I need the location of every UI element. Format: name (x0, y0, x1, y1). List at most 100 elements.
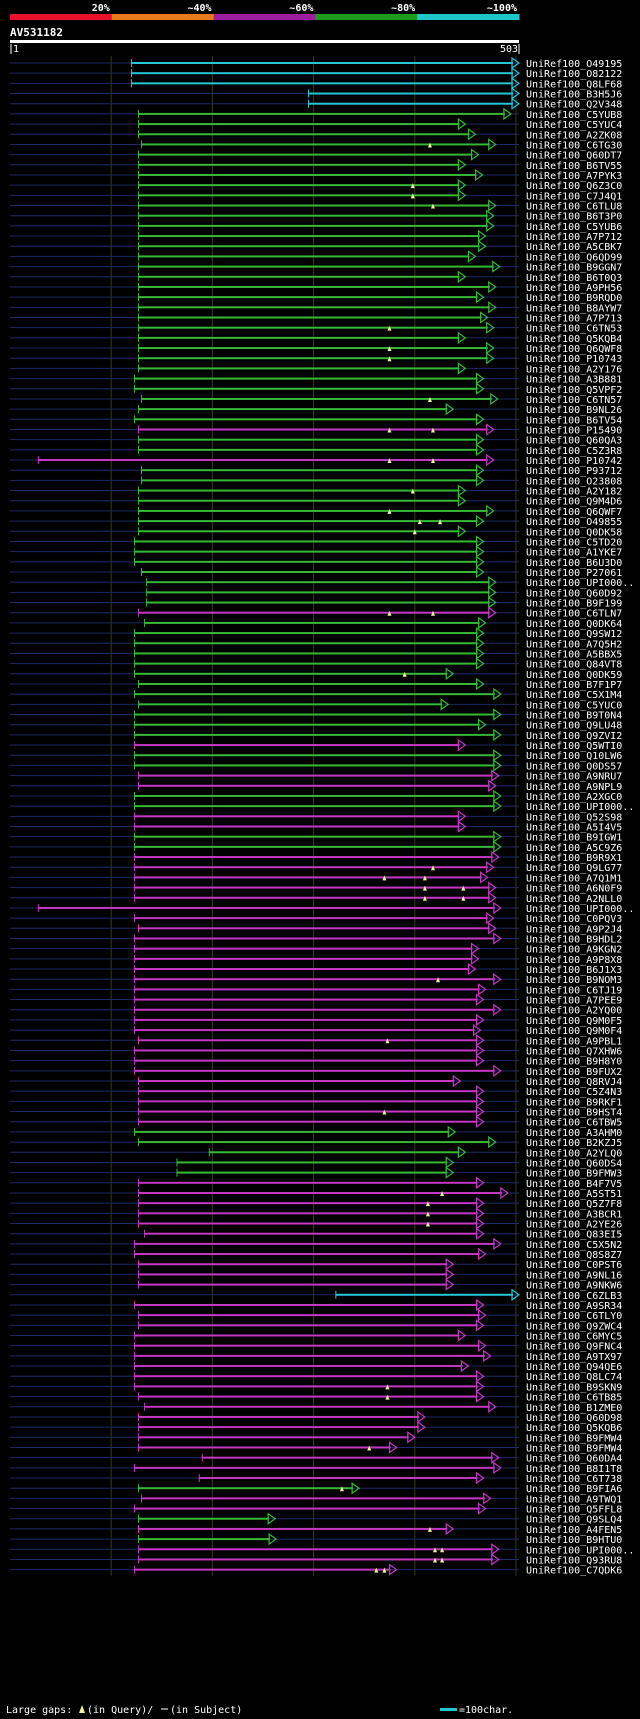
hit-label[interactable]: UniRef100_A9KGN2 (526, 945, 622, 956)
hit-label[interactable]: UniRef100_Q5Z7F8 (526, 1199, 622, 1210)
hit-row[interactable]: UniRef100_C6TJ19 (10, 983, 622, 996)
hit-label[interactable]: UniRef100_A3B881 (526, 375, 622, 386)
hit-label[interactable]: UniRef100_B9HST4 (526, 1108, 622, 1119)
hit-label[interactable]: UniRef100_A6N0F9 (526, 884, 622, 895)
hit-label[interactable]: UniRef100_Q60DS4 (526, 1158, 622, 1169)
hit-row[interactable]: UniRef100_A4FEN5 (10, 1522, 622, 1536)
hit-row[interactable]: UniRef100_C6T738 (10, 1471, 622, 1485)
hit-label[interactable]: UniRef100_Q9SLQ4 (526, 1515, 622, 1526)
hit-row[interactable]: UniRef100_Q84VT8 (10, 657, 622, 671)
hit-row[interactable]: UniRef100_Q5KQB6 (10, 1420, 622, 1434)
hit-label[interactable]: UniRef100_Q83EI5 (526, 1230, 622, 1241)
hit-label[interactable]: UniRef100_Q9M0F5 (526, 1016, 622, 1027)
hit-row[interactable]: UniRef100_Q9M0F5 (10, 1013, 622, 1027)
hit-label[interactable]: UniRef100_C0PST6 (526, 1260, 622, 1271)
hit-row[interactable]: UniRef100_B9HST4 (10, 1105, 622, 1119)
hit-row[interactable]: UniRef100_A9KGN2 (10, 942, 622, 956)
hit-row[interactable]: UniRef100_A2YQ00 (10, 1003, 622, 1017)
hit-row[interactable]: UniRef100_B9SKN9 (10, 1380, 622, 1393)
hit-row[interactable]: UniRef100_A9PBL1 (10, 1034, 622, 1047)
hit-row[interactable]: UniRef100_A2NLL0 (10, 891, 622, 905)
hit-label[interactable]: UniRef100_C0PQV3 (526, 914, 622, 925)
hit-row[interactable]: UniRef100_UPI000.. (10, 901, 634, 915)
hit-label[interactable]: UniRef100_B6U3D0 (526, 558, 622, 569)
hit-label[interactable]: UniRef100_C6T738 (526, 1474, 622, 1485)
hit-row[interactable]: UniRef100_Q8S8Z7 (10, 1247, 622, 1261)
hit-label[interactable]: UniRef100_B9GGN7 (526, 263, 622, 274)
hit-label[interactable]: UniRef100_B9FUX2 (526, 1067, 622, 1078)
hit-label[interactable]: UniRef100_B6T3P0 (526, 212, 622, 223)
hit-row[interactable]: UniRef100_B2KZJ5 (10, 1135, 622, 1149)
hit-label[interactable]: UniRef100_A9PH56 (526, 283, 622, 294)
hit-row[interactable]: UniRef100_B9FMW3 (10, 1166, 622, 1180)
hit-label[interactable]: UniRef100_Q2V348 (526, 100, 622, 111)
hit-row[interactable]: UniRef100_A9TWQ1 (10, 1492, 622, 1505)
hit-row[interactable]: UniRef100_C7J4Q1 (10, 189, 622, 202)
hit-row[interactable]: UniRef100_Q6Z3C0 (10, 178, 622, 192)
hit-label[interactable]: UniRef100_Q9M0F4 (526, 1026, 622, 1037)
hit-label[interactable]: UniRef100_A5BBX5 (526, 649, 622, 660)
hit-row[interactable]: UniRef100_A9TX97 (10, 1349, 622, 1363)
hit-label[interactable]: UniRef100_P93712 (526, 466, 622, 477)
hit-label[interactable]: UniRef100_A2Y176 (526, 364, 622, 375)
hit-row[interactable]: UniRef100_A6N0F9 (10, 881, 622, 895)
hit-row[interactable]: UniRef100_Q60DS4 (10, 1156, 622, 1169)
hit-label[interactable]: UniRef100_Q10LW6 (526, 751, 622, 762)
hit-label[interactable]: UniRef100_Q9M4D6 (526, 497, 622, 508)
hit-row[interactable]: UniRef100_B9IGW1 (10, 830, 622, 844)
hit-label[interactable]: UniRef100_UPI000.. (526, 1545, 634, 1556)
hit-label[interactable]: UniRef100_O49195 (526, 59, 622, 70)
hit-row[interactable]: UniRef100_UPI000.. (10, 799, 634, 813)
hit-label[interactable]: UniRef100_Q5KQB4 (526, 334, 622, 345)
hit-label[interactable]: UniRef100_UPI000.. (526, 904, 634, 915)
hit-row[interactable]: UniRef100_UPI000.. (10, 1543, 634, 1556)
hit-label[interactable]: UniRef100_A9TX97 (526, 1352, 622, 1363)
hit-row[interactable]: UniRef100_B9GGN7 (10, 260, 622, 274)
hit-label[interactable]: UniRef100_A5C9Z6 (526, 843, 622, 854)
hit-label[interactable]: UniRef100_C5Z4N3 (526, 1087, 622, 1098)
hit-row[interactable]: UniRef100_Q9ZVI2 (10, 728, 622, 742)
hit-label[interactable]: UniRef100_A9NL16 (526, 1270, 622, 1281)
hit-row[interactable]: UniRef100_C6TBW5 (10, 1115, 622, 1129)
hit-label[interactable]: UniRef100_A9P2J4 (526, 924, 622, 935)
hit-label[interactable]: UniRef100_B9HTU0 (526, 1535, 622, 1546)
hit-row[interactable]: UniRef100_A2YE26 (10, 1217, 622, 1231)
hit-label[interactable]: UniRef100_A7P713 (526, 314, 622, 325)
hit-row[interactable]: UniRef100_C0PQV3 (10, 911, 622, 925)
hit-label[interactable]: UniRef100_Q5VPF2 (526, 385, 622, 396)
hit-row[interactable]: UniRef100_Q9SLQ4 (10, 1512, 622, 1526)
hit-row[interactable]: UniRef100_Q60D92 (10, 586, 622, 599)
hit-label[interactable]: UniRef100_A9NPL9 (526, 782, 622, 793)
hit-label[interactable]: UniRef100_Q7XHW6 (526, 1046, 622, 1057)
hit-row[interactable]: UniRef100_A9NL16 (10, 1268, 622, 1281)
hit-label[interactable]: UniRef100_A2NLL0 (526, 894, 622, 905)
hit-label[interactable]: UniRef100_A9SR34 (526, 1301, 622, 1312)
hit-row[interactable]: UniRef100_C6TB85 (10, 1390, 622, 1404)
hit-label[interactable]: UniRef100_C6TBW5 (526, 1118, 622, 1129)
hit-row[interactable]: UniRef100_B4F7V5 (10, 1176, 622, 1190)
hit-label[interactable]: UniRef100_A2YQ00 (526, 1006, 622, 1017)
hit-label[interactable]: UniRef100_C6TN57 (526, 395, 622, 406)
hit-row[interactable]: UniRef100_B9T0N4 (10, 708, 622, 722)
hit-label[interactable]: UniRef100_Q84VT8 (526, 660, 622, 671)
hit-label[interactable]: UniRef100_B9FIA6 (526, 1484, 622, 1495)
hit-label[interactable]: UniRef100_A1YKE7 (526, 548, 622, 559)
hit-label[interactable]: UniRef100_Q9LG77 (526, 863, 622, 874)
hit-label[interactable]: UniRef100_B1ZME0 (526, 1403, 622, 1414)
hit-row[interactable]: UniRef100_A2YLQ0 (10, 1146, 622, 1159)
hit-row[interactable]: UniRef100_C5YUC4 (10, 117, 622, 131)
hit-row[interactable]: UniRef100_A7Q1M1 (10, 871, 622, 884)
hit-label[interactable]: UniRef100_A9P8X8 (526, 955, 622, 966)
hit-label[interactable]: UniRef100_Q94QE6 (526, 1362, 622, 1373)
hit-row[interactable]: UniRef100_C5X5N2 (10, 1237, 622, 1251)
hit-label[interactable]: UniRef100_C6TG30 (526, 140, 622, 151)
hit-row[interactable]: UniRef100_B7F1P7 (10, 677, 622, 691)
hit-label[interactable]: UniRef100_A9TWQ1 (526, 1494, 622, 1505)
hit-row[interactable]: UniRef100_B9RQD0 (10, 290, 622, 304)
hit-label[interactable]: UniRef100_A2YE26 (526, 1220, 622, 1231)
hit-row[interactable]: UniRef100_C5Z4N3 (10, 1085, 622, 1098)
hit-label[interactable]: UniRef100_Q8RVJ4 (526, 1077, 622, 1088)
hit-label[interactable]: UniRef100_C6MYC5 (526, 1332, 622, 1343)
hit-label[interactable]: UniRef100_C5Z3R8 (526, 446, 622, 457)
hit-label[interactable]: UniRef100_C5YUC0 (526, 700, 622, 711)
